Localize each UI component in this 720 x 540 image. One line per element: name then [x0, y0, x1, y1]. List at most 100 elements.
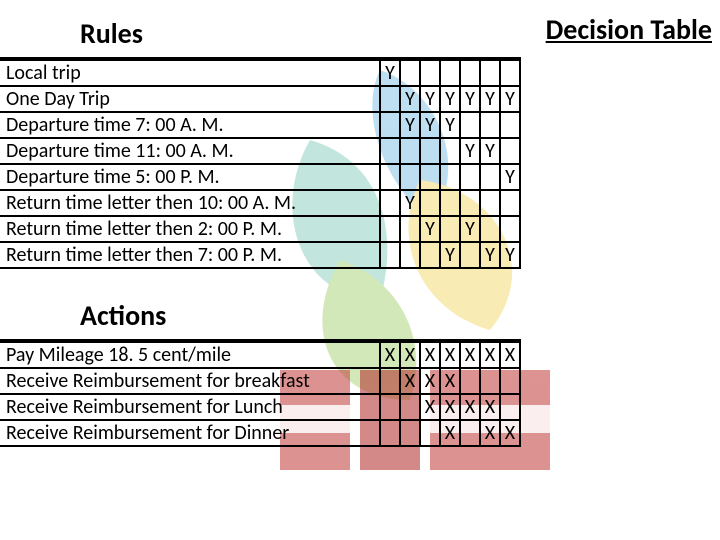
rules-cell: [440, 216, 460, 242]
rules-cell: Y: [500, 242, 520, 268]
rules-cell: [480, 216, 500, 242]
rules-cell: [400, 138, 420, 164]
actions-label: Pay Mileage 18. 5 cent/mile: [0, 341, 380, 368]
rules-cell: [500, 112, 520, 138]
rules-cell: [500, 138, 520, 164]
actions-cell: X: [400, 341, 420, 368]
actions-cell: X: [440, 341, 460, 368]
actions-cell: [480, 368, 500, 394]
rules-label: One Day Trip: [0, 86, 380, 112]
rules-cell: [380, 164, 400, 190]
rules-cell: [460, 112, 480, 138]
rules-cell: Y: [460, 138, 480, 164]
rules-cell: Y: [500, 86, 520, 112]
rules-cell: [400, 164, 420, 190]
actions-cell: X: [480, 420, 500, 446]
rules-cell: Y: [480, 242, 500, 268]
rules-cell: Y: [440, 112, 460, 138]
rules-cell: [420, 138, 440, 164]
rules-cell: [460, 190, 480, 216]
rules-cell: [420, 164, 440, 190]
table-row: Receive Reimbursement for LunchXXXX: [0, 394, 520, 420]
rules-label: Local trip: [0, 59, 380, 86]
actions-cell: [400, 394, 420, 420]
rules-table: Local tripYOne Day TripYYYYYYDeparture t…: [0, 57, 521, 269]
actions-header: Actions: [0, 290, 521, 337]
rules-label: Departure time 7: 00 A. M.: [0, 112, 380, 138]
actions-cell: [460, 420, 480, 446]
actions-cell: X: [440, 368, 460, 394]
table-row: Pay Mileage 18. 5 cent/mileXXXXXXX: [0, 341, 520, 368]
rules-cell: Y: [400, 112, 420, 138]
actions-table: Pay Mileage 18. 5 cent/mileXXXXXXXReceiv…: [0, 339, 521, 447]
rules-cell: Y: [480, 86, 500, 112]
rules-cell: [500, 59, 520, 86]
actions-cell: X: [460, 394, 480, 420]
rules-cell: Y: [460, 216, 480, 242]
rules-cell: Y: [500, 164, 520, 190]
rules-cell: Y: [420, 216, 440, 242]
rules-label: Return time letter then 10: 00 A. M.: [0, 190, 380, 216]
rules-label: Return time letter then 2: 00 P. M.: [0, 216, 380, 242]
actions-cell: X: [420, 368, 440, 394]
actions-cell: X: [500, 420, 520, 446]
table-row: Departure time 11: 00 A. M. YY: [0, 138, 520, 164]
rules-cell: [480, 190, 500, 216]
actions-label: Receive Reimbursement for breakfast: [0, 368, 380, 394]
actions-cell: X: [400, 368, 420, 394]
actions-cell: X: [480, 394, 500, 420]
table-row: Receive Reimbursement for breakfast XXX: [0, 368, 520, 394]
table-row: Local tripY: [0, 59, 520, 86]
rules-cell: [380, 112, 400, 138]
rules-header: Rules: [0, 8, 521, 55]
actions-cell: X: [460, 341, 480, 368]
rules-cell: [480, 164, 500, 190]
rules-cell: Y: [480, 138, 500, 164]
table-row: Return time letter then 7: 00 P. M.YYY: [0, 242, 520, 268]
rules-cell: [380, 86, 400, 112]
actions-cell: [380, 368, 400, 394]
rules-label: Departure time 11: 00 A. M.: [0, 138, 380, 164]
rules-cell: Y: [440, 242, 460, 268]
rules-cell: [420, 190, 440, 216]
rules-cell: Y: [400, 190, 420, 216]
actions-cell: X: [480, 341, 500, 368]
actions-label: Receive Reimbursement for Dinner: [0, 420, 380, 446]
rules-cell: [400, 242, 420, 268]
rules-cell: [440, 190, 460, 216]
rules-cell: [380, 216, 400, 242]
rules-section: Rules Local tripYOne Day TripYYYYYYDepar…: [0, 8, 521, 269]
rules-cell: [460, 164, 480, 190]
rules-cell: Y: [420, 86, 440, 112]
rules-cell: [480, 112, 500, 138]
rules-cell: [480, 59, 500, 86]
rules-cell: Y: [420, 112, 440, 138]
rules-cell: [460, 242, 480, 268]
rules-label: Departure time 5: 00 P. M.: [0, 164, 380, 190]
table-row: Departure time 7: 00 A. M. YYY: [0, 112, 520, 138]
actions-cell: X: [500, 341, 520, 368]
rules-cell: [420, 242, 440, 268]
rules-cell: [380, 138, 400, 164]
rules-cell: [460, 59, 480, 86]
actions-cell: [460, 368, 480, 394]
rules-label: Return time letter then 7: 00 P. M.: [0, 242, 380, 268]
table-row: Return time letter then 2: 00 P. M. YY: [0, 216, 520, 242]
rules-cell: Y: [440, 86, 460, 112]
rules-cell: [440, 138, 460, 164]
rules-cell: [440, 59, 460, 86]
rules-cell: [440, 164, 460, 190]
actions-cell: X: [420, 341, 440, 368]
rules-cell: [500, 190, 520, 216]
actions-cell: X: [380, 341, 400, 368]
page-title: Decision Table: [546, 12, 712, 47]
rules-cell: Y: [400, 86, 420, 112]
rules-cell: [500, 216, 520, 242]
actions-section: Actions Pay Mileage 18. 5 cent/mileXXXXX…: [0, 290, 521, 447]
rules-cell: Y: [380, 59, 400, 86]
actions-label: Receive Reimbursement for Lunch: [0, 394, 380, 420]
rules-cell: [380, 242, 400, 268]
actions-cell: [380, 420, 400, 446]
rules-cell: [380, 190, 400, 216]
actions-cell: [380, 394, 400, 420]
